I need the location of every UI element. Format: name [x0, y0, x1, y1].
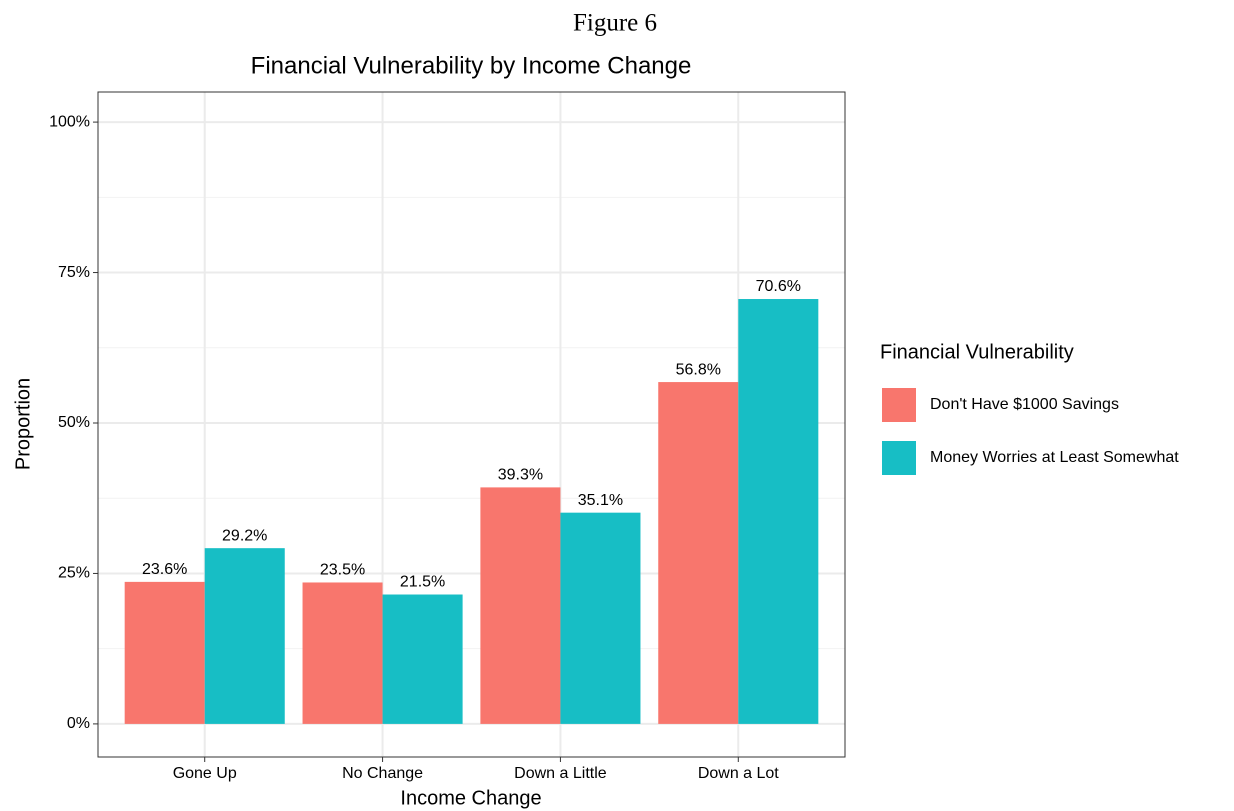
- y-tick-label: 25%: [58, 565, 90, 582]
- data-label: 35.1%: [578, 492, 623, 509]
- legend-title: Financial Vulnerability: [880, 341, 1074, 363]
- x-tick-label: Down a Little: [514, 765, 607, 782]
- legend-key: [882, 441, 916, 475]
- bar: [382, 594, 463, 724]
- y-tick-label: 50%: [58, 414, 90, 431]
- x-axis-title: Income Change: [400, 787, 541, 809]
- data-label: 21.5%: [400, 574, 445, 591]
- data-label: 29.2%: [222, 527, 267, 544]
- data-label: 23.6%: [142, 561, 187, 578]
- y-tick-label: 0%: [67, 715, 90, 732]
- panel-border: [97, 91, 846, 758]
- legend-label: Don't Have $1000 Savings: [930, 396, 1119, 413]
- x-tick-label: No Change: [342, 765, 423, 782]
- data-label: 70.6%: [756, 278, 801, 295]
- data-label: 23.5%: [320, 562, 365, 579]
- data-label: 39.3%: [498, 467, 543, 484]
- bar: [124, 581, 205, 724]
- bar: [302, 582, 383, 724]
- x-tick-label: Down a Lot: [698, 765, 779, 782]
- y-tick-label: 100%: [49, 113, 90, 130]
- chart-title: Financial Vulnerability by Income Change: [251, 52, 692, 79]
- y-axis-title: Proportion: [12, 378, 34, 470]
- bar: [658, 382, 739, 724]
- bar: [480, 487, 561, 724]
- data-label: 56.8%: [676, 361, 721, 378]
- figure-label: Figure 6: [573, 10, 657, 37]
- legend-label: Money Worries at Least Somewhat: [930, 449, 1179, 466]
- bar: [204, 548, 285, 724]
- bar: [560, 512, 641, 724]
- legend-key: [882, 388, 916, 422]
- x-tick-label: Gone Up: [173, 765, 237, 782]
- bar: [738, 299, 819, 724]
- y-tick-label: 75%: [58, 264, 90, 281]
